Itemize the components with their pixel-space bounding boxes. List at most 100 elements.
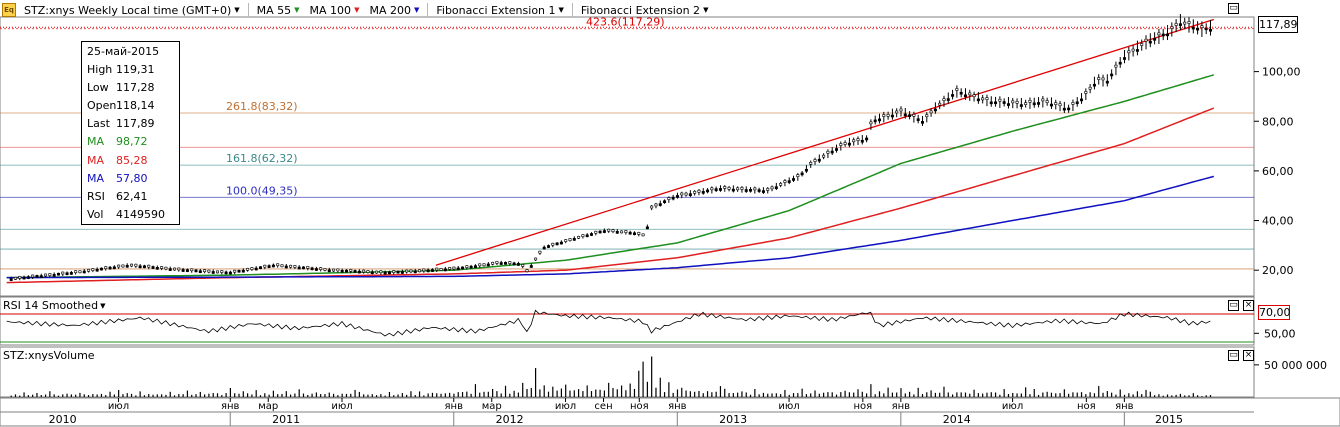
- chevron-down-icon: ▼: [558, 6, 564, 14]
- price-bar-body: [938, 102, 942, 106]
- price-bar-body: [314, 268, 318, 271]
- price-bar-body: [1118, 61, 1122, 65]
- price-bar-body: [340, 269, 344, 273]
- maximize-icon[interactable]: ▭: [1228, 300, 1239, 311]
- maximize-icon[interactable]: ▭: [1228, 3, 1239, 14]
- maximize-icon[interactable]: ▭: [1228, 350, 1239, 361]
- info-value: 98,72: [116, 135, 148, 149]
- price-bar-body: [577, 235, 581, 239]
- info-date: 25-май-2015: [87, 44, 160, 58]
- price-bar-body: [920, 121, 924, 124]
- price-bar-body: [878, 118, 882, 122]
- volume-bars: [10, 356, 1212, 397]
- price-bar-body: [534, 257, 538, 261]
- rsi-pane-title[interactable]: RSI 14 Smoothed ▼: [3, 299, 105, 312]
- close-icon[interactable]: ×: [1243, 350, 1254, 361]
- price-bar-body: [1032, 102, 1036, 106]
- month-label: сен: [594, 401, 612, 412]
- fib-extension-2[interactable]: Fibonacci Extension 2 ▼: [579, 4, 711, 17]
- volume-tick-label: 50 000 000: [1264, 359, 1327, 372]
- price-bar-body: [91, 268, 95, 271]
- price-bar-body: [1166, 33, 1170, 37]
- price-bar-body: [641, 233, 645, 237]
- price-bar-body: [770, 186, 774, 190]
- price-bar-body: [865, 137, 869, 141]
- price-bar-body: [1002, 101, 1006, 104]
- price-bar-body: [706, 189, 710, 193]
- price-bar-body: [822, 154, 826, 158]
- price-bar-body: [74, 270, 78, 274]
- info-value: 117,28: [116, 80, 155, 94]
- fib2-label: Fibonacci Extension 2: [580, 3, 701, 17]
- ma-line: [6, 74, 1215, 279]
- ma55-indicator[interactable]: MA 55 ▼: [255, 4, 302, 17]
- month-label: янв: [668, 401, 687, 412]
- price-bar-body: [585, 234, 589, 238]
- price-bar-body: [297, 266, 301, 270]
- price-bar-body: [349, 269, 353, 272]
- price-bar-body: [538, 250, 542, 254]
- price-bar-body: [383, 271, 387, 275]
- price-bar-body: [1006, 103, 1010, 106]
- price-bar-body: [379, 270, 383, 274]
- price-bar-body: [430, 269, 434, 272]
- price-tick-label: 60,00: [1262, 165, 1294, 178]
- price-bar-body: [1062, 107, 1066, 111]
- chevron-down-icon: ▼: [100, 301, 106, 310]
- fib-extension-1[interactable]: Fibonacci Extension 1 ▼: [434, 4, 566, 17]
- price-bar-body: [663, 200, 667, 203]
- ma100-indicator[interactable]: MA 100 ▼: [308, 4, 362, 17]
- ma200-indicator[interactable]: MA 200 ▼: [367, 4, 421, 17]
- price-bar-body: [529, 265, 533, 268]
- price-bar-body: [370, 271, 374, 275]
- close-icon[interactable]: ×: [1243, 300, 1254, 311]
- app-icon[interactable]: Eq: [2, 3, 16, 17]
- price-bar-body: [1127, 50, 1131, 54]
- price-bar-body: [951, 94, 955, 97]
- price-bar-body: [263, 264, 267, 268]
- info-row: Last 117,89: [82, 115, 179, 133]
- last-price-label: 117,89: [1258, 16, 1298, 33]
- price-bar-body: [22, 276, 26, 280]
- price-bar-body: [658, 203, 662, 206]
- toolbar-divider: [247, 3, 249, 17]
- rsi-tick-label: 50,00: [1264, 327, 1296, 340]
- price-bar-body: [856, 138, 860, 141]
- info-value: 57,80: [116, 171, 148, 185]
- price-bar-body: [615, 230, 619, 234]
- info-box: 25-май-2015 High 119,31 Low 117,28 Open 118,1…: [81, 41, 180, 225]
- price-bar-body: [254, 267, 258, 271]
- price-bar-body: [469, 265, 473, 269]
- price-bar-body: [1088, 86, 1092, 90]
- price-bar-body: [1110, 73, 1114, 77]
- price-bar-body: [1148, 40, 1152, 44]
- info-row: Low 117,28: [82, 78, 179, 96]
- price-bar-body: [138, 265, 142, 269]
- price-bar-body: [185, 269, 189, 272]
- year-label: 2013: [719, 413, 747, 426]
- price-bar-body: [310, 267, 314, 271]
- price-bar-body: [443, 268, 447, 272]
- price-tick-label: 80,00: [1262, 115, 1294, 128]
- price-bar-body: [508, 261, 512, 264]
- price-bar-body: [912, 114, 916, 117]
- price-bar-body: [1178, 23, 1182, 26]
- price-bar-body: [895, 110, 899, 114]
- price-bar-body: [796, 174, 800, 177]
- month-label: янв: [221, 401, 240, 412]
- price-bar-body: [465, 265, 469, 268]
- price-bar-body: [220, 270, 224, 273]
- price-bar-body: [142, 265, 146, 269]
- price-bar-body: [1153, 38, 1157, 41]
- ma-line: [6, 175, 1214, 279]
- price-bar-body: [843, 142, 847, 145]
- price-bar-body: [620, 230, 624, 234]
- price-bar-body: [684, 192, 688, 196]
- info-row: High 119,31: [82, 60, 179, 78]
- price-bar-body: [207, 269, 211, 273]
- symbol-selector[interactable]: STZ:xnys Weekly Local time (GMT+0) ▼: [22, 4, 242, 17]
- price-bar-body: [319, 267, 323, 270]
- price-bar-body: [976, 98, 980, 102]
- price-bar-body: [1058, 103, 1062, 107]
- price-bar-body: [387, 271, 391, 275]
